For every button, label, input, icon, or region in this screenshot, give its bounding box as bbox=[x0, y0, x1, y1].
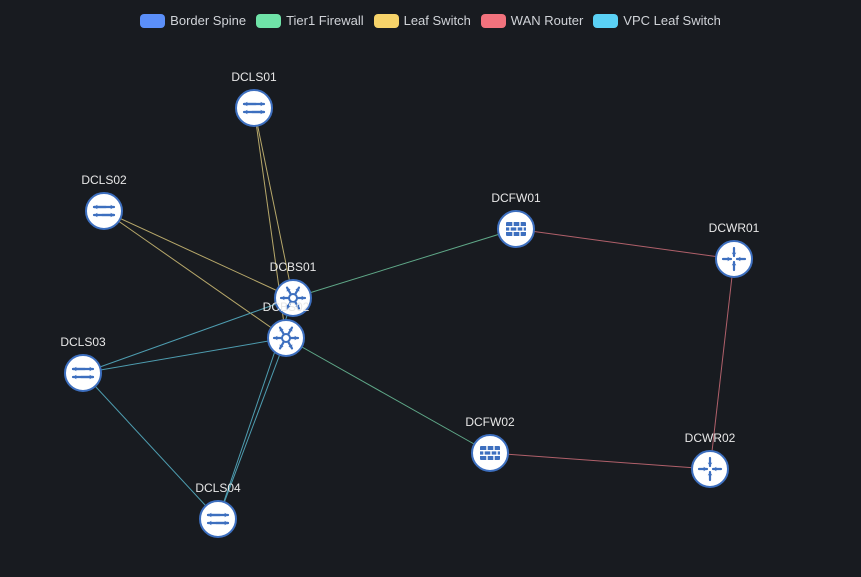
node-dcbs01[interactable]: DCBS01 bbox=[270, 260, 317, 317]
link-dcbs02-dcfw02 bbox=[285, 337, 491, 454]
legend-label: VPC Leaf Switch bbox=[623, 13, 721, 28]
node-label: DCLS04 bbox=[195, 481, 241, 495]
node-label: DCLS01 bbox=[231, 70, 277, 84]
legend-swatch bbox=[480, 13, 506, 28]
leaf-switch-icon bbox=[92, 204, 116, 218]
link-dcls02-dcbs01 bbox=[103, 210, 294, 299]
node-dcls04[interactable]: DCLS04 bbox=[195, 481, 241, 538]
node-label: DCWR01 bbox=[709, 221, 760, 235]
link-dcbs01-dcfw01 bbox=[292, 228, 517, 299]
node-label: DCLS03 bbox=[60, 335, 106, 349]
node-dcwr02[interactable]: DCWR02 bbox=[685, 431, 736, 488]
router-icon bbox=[721, 246, 747, 272]
node-circle bbox=[64, 354, 102, 392]
links-layer bbox=[82, 107, 735, 520]
node-circle bbox=[691, 450, 729, 488]
legend-label: Tier1 Firewall bbox=[286, 13, 364, 28]
legend-item-vpc-leaf-switch[interactable]: VPC Leaf Switch bbox=[593, 13, 721, 28]
node-circle bbox=[274, 279, 312, 317]
legend-label: Leaf Switch bbox=[403, 13, 471, 28]
legend-item-tier1-firewall[interactable]: Tier1 Firewall bbox=[256, 13, 364, 28]
legend-label: Border Spine bbox=[170, 13, 247, 28]
link-dcfw01-dcwr01 bbox=[515, 228, 735, 260]
node-label: DCWR02 bbox=[685, 431, 736, 445]
firewall-icon bbox=[480, 446, 500, 460]
node-circle bbox=[267, 319, 305, 357]
node-dcfw02[interactable]: DCFW02 bbox=[465, 415, 515, 472]
node-circle bbox=[235, 89, 273, 127]
nodes-layer: DCLS01 DCLS02 DCLS03 DCLS04 DCBS01 DCBS02 DCFW… bbox=[60, 70, 760, 538]
legend-item-wan-router[interactable]: WAN Router bbox=[480, 13, 584, 28]
node-label: DCBS02 bbox=[263, 300, 310, 314]
legend-swatch bbox=[593, 13, 619, 28]
node-label: DCBS01 bbox=[270, 260, 317, 274]
node-dcwr01[interactable]: DCWR01 bbox=[709, 221, 760, 278]
router-icon bbox=[697, 456, 723, 482]
link-dcls02-dcbs02 bbox=[103, 210, 287, 339]
node-circle bbox=[85, 192, 123, 230]
legend: Border Spine Tier1 Firewall Leaf Switch WAN… bbox=[0, 13, 861, 28]
firewall-icon bbox=[506, 222, 526, 236]
node-label: DCFW01 bbox=[491, 191, 541, 205]
link-dcls03-dcls04 bbox=[82, 372, 219, 520]
legend-swatch bbox=[373, 13, 399, 28]
link-dcwr01-dcwr02 bbox=[709, 258, 735, 470]
node-dcls02[interactable]: DCLS02 bbox=[81, 173, 127, 230]
node-dcbs02[interactable]: DCBS02 bbox=[263, 300, 310, 357]
node-dcfw01[interactable]: DCFW01 bbox=[491, 191, 541, 248]
node-circle bbox=[199, 500, 237, 538]
legend-swatch bbox=[140, 13, 166, 28]
node-label: DCLS02 bbox=[81, 173, 127, 187]
spine-switch-icon bbox=[279, 286, 307, 310]
node-circle bbox=[715, 240, 753, 278]
leaf-switch-icon bbox=[206, 512, 230, 526]
leaf-switch-icon bbox=[71, 366, 95, 380]
node-dcls01[interactable]: DCLS01 bbox=[231, 70, 277, 127]
link-dcls03-dcbs02 bbox=[82, 337, 287, 374]
legend-item-border-spine[interactable]: Border Spine bbox=[140, 13, 246, 28]
node-dcls03[interactable]: DCLS03 bbox=[60, 335, 106, 392]
spine-switch-icon bbox=[272, 326, 300, 350]
leaf-switch-icon bbox=[242, 101, 266, 115]
legend-swatch bbox=[256, 13, 282, 28]
link-dcls01-dcbs01 bbox=[253, 107, 294, 299]
link-dcls03-dcbs01 bbox=[82, 297, 294, 374]
link-dcfw02-dcwr02 bbox=[489, 452, 711, 470]
legend-label: WAN Router bbox=[510, 13, 584, 28]
link-dcls04-dcbs02 bbox=[217, 337, 287, 520]
legend-item-leaf-switch[interactable]: Leaf Switch bbox=[373, 13, 471, 28]
node-label: DCFW02 bbox=[465, 415, 515, 429]
